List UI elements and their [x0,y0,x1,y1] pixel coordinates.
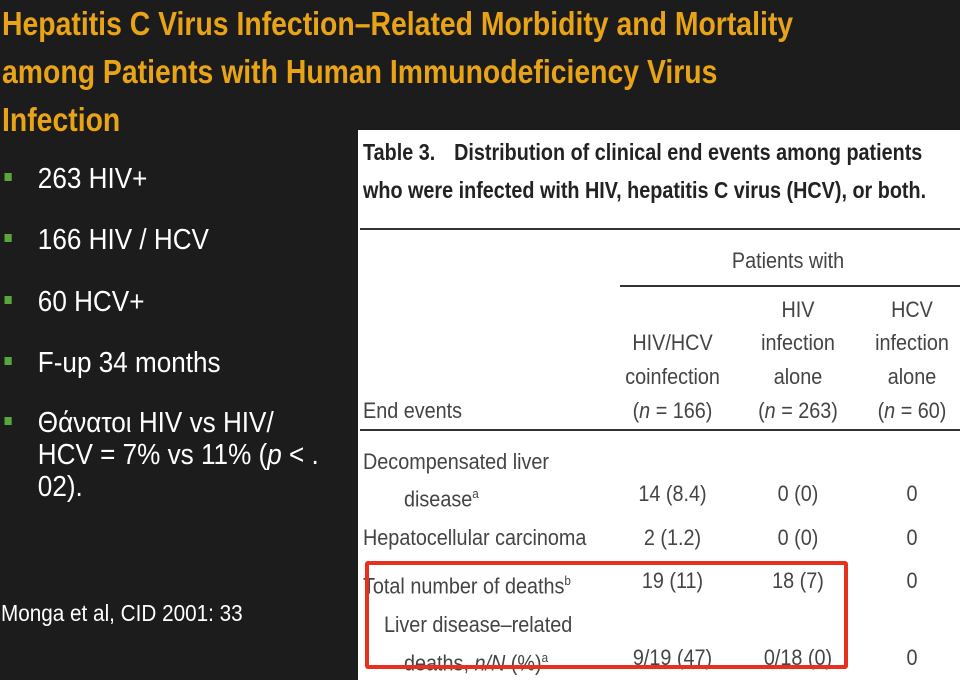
square-bullet-icon [4,296,12,304]
row2-label1: Hepatocellular carcinoma [363,525,587,550]
row1-label1: Decompensated liver [363,449,550,474]
col1-n: (n = 166) [632,398,713,423]
table-number: Table 3. [363,139,436,165]
group-header-rule [620,285,960,287]
group-header: Patients with [731,248,845,273]
col3-line2: infection [875,330,949,355]
col1-line3: coinfection [625,364,720,389]
col2-line3: alone [773,364,823,389]
highlight-box [365,561,848,669]
citation: Monga et al, CID 2001: 33 [1,600,243,626]
row1-label2: diseasea [404,486,479,512]
row4-label1: Liver disease–related [384,612,573,637]
square-bullet-icon [4,234,12,242]
col2-line1: HIV [781,297,815,322]
title-line-3: Infection [2,101,121,138]
col1-line2: HIV/HCV [632,330,713,355]
col3-line3: alone [887,364,937,389]
bullet-list: 263 HIV+ 166 HIV / HCV 60 HCV+ F-up 34 m… [0,0,360,680]
bullet-text: 263 HIV+ [37,163,148,195]
col3-n: (n = 60) [877,398,947,423]
row2-value-hivhcv: 2 (1.2) [643,525,702,550]
table-top-rule [360,228,960,230]
row3-value-hiv: 18 (7) [772,568,824,593]
row4-value-hcv: 0 [906,645,918,670]
table-caption: Table 3. Distribution of clinical end eve… [363,133,927,209]
bullet-text: 166 HIV / HCV [37,224,209,256]
table-image: Table 3. Distribution of clinical end eve… [358,130,960,680]
row3-value-hcv: 0 [906,568,918,593]
row2-value-hiv: 0 (0) [777,525,819,550]
bullet-text: Θάνατοι HIV vs HIV/ HCV = 7% vs 11% (p <… [37,407,319,503]
title-line-2: among Patients with Human Immunodeficien… [2,53,718,90]
square-bullet-icon [4,417,12,425]
square-bullet-icon [4,357,12,365]
row1-value-hiv: 0 (0) [777,481,819,506]
bullet-text: F-up 34 months [37,347,221,379]
row-header-label: End events [363,398,463,423]
row2-value-hcv: 0 [906,525,918,550]
header-bottom-rule [360,429,960,431]
col2-n: (n = 263) [758,398,838,423]
caption-line-2: who were infected with HIV, hepatitis C … [363,177,927,203]
row4-label2: deaths, n/N (%)a [404,650,549,676]
row3-label1: Total number of deathsb [363,573,571,599]
square-bullet-icon [4,173,12,181]
bullet-text: 60 HCV+ [37,286,145,318]
row3-value-hivhcv: 19 (11) [641,568,704,593]
slide-title: Hepatitis C Virus Infection–Related Morb… [2,0,819,144]
caption-line-1: Distribution of clinical end events amon… [454,139,923,165]
col3-line1: HCV [891,297,933,322]
col2-line2: infection [761,330,835,355]
row1-value-hcv: 0 [906,481,918,506]
title-line-1: Hepatitis C Virus Infection–Related Morb… [2,5,794,42]
row1-value-hivhcv: 14 (8.4) [638,481,707,506]
